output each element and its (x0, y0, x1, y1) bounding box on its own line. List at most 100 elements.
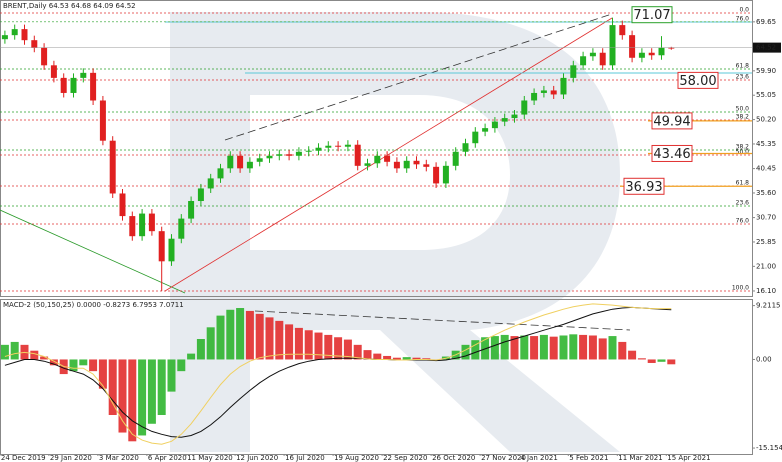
candle-body (237, 155, 244, 169)
candle-body (325, 145, 332, 148)
candle-body (31, 40, 38, 48)
fib-label: 50.0 (736, 106, 750, 113)
x-tick-label: 29 Jan 2020 (50, 454, 92, 462)
last-price-box (753, 42, 781, 53)
candle-body (286, 154, 293, 156)
macd-bar (177, 359, 186, 372)
candle-body (344, 144, 351, 147)
main-frame (0, 0, 753, 297)
candle-body (158, 231, 165, 262)
macd-bar (285, 324, 294, 360)
macd-bar (89, 359, 98, 372)
macd-bar (579, 334, 588, 360)
macd-frame (0, 299, 753, 455)
candle-body (80, 72, 87, 78)
macd-bar (461, 344, 470, 360)
candle-body (295, 151, 302, 156)
x-tick-label: 22 Sep 2020 (383, 454, 427, 462)
candle-body (423, 164, 430, 167)
candle-body (364, 163, 371, 166)
candle-body (442, 165, 449, 184)
macd-bar (294, 327, 303, 360)
target-label: 71.07 (633, 8, 670, 23)
macd-bar (422, 358, 431, 360)
macd-bar (637, 358, 646, 360)
macd-bar (30, 350, 39, 360)
target-label: 36.93 (625, 180, 662, 195)
candle-body (482, 128, 489, 132)
target-label: 43.46 (653, 147, 690, 162)
macd-bar (539, 334, 548, 360)
macd-bar (147, 359, 156, 424)
macd-bar (236, 308, 245, 360)
candle-body (570, 65, 577, 78)
macd-bar (187, 353, 196, 360)
macd-bar (216, 315, 225, 360)
macd-bar (598, 338, 607, 360)
macd-bar (588, 335, 597, 360)
x-tick-label: 4 Jan 2021 (520, 454, 558, 462)
candle-body (433, 166, 440, 184)
x-tick-label: 19 Aug 2020 (334, 454, 379, 462)
macd-bar (481, 337, 490, 360)
candle-body (119, 193, 126, 217)
macd-bar (383, 355, 392, 360)
trend-line (0, 209, 186, 294)
candle-body (90, 72, 97, 101)
fib-label: 50.0 (736, 149, 750, 156)
last-price-label: 64.52 (756, 44, 776, 52)
macd-bar (353, 344, 362, 360)
macd-bar (49, 359, 58, 366)
x-tick-label: 15 Apr 2021 (667, 454, 710, 462)
candle-body (648, 52, 655, 56)
candle-body (168, 238, 175, 262)
macd-bar (343, 339, 352, 360)
fib-label: 23.6 (736, 73, 750, 80)
macd-bar (500, 334, 509, 360)
candle-body (139, 213, 146, 237)
macd-bar (559, 335, 568, 360)
y-tick-label: 30.70 (756, 214, 776, 222)
macd-bar (265, 317, 274, 360)
macd-bar (471, 340, 480, 360)
candle-body (1, 35, 8, 40)
candle-body (491, 121, 498, 129)
candle-body (217, 168, 224, 179)
candle-body (472, 131, 479, 144)
trend-line (164, 17, 613, 292)
candle-body (462, 143, 469, 152)
candle-body (413, 160, 420, 165)
candle-body (188, 201, 195, 219)
y-tick-label: 69.65 (756, 18, 776, 26)
candle-body (178, 218, 185, 239)
macd-bar (628, 350, 637, 360)
x-tick-label: 5 Feb 2021 (569, 454, 608, 462)
candle-body (619, 25, 626, 36)
macd-bar (69, 359, 78, 372)
macd-bar (226, 309, 235, 360)
macd-bar (549, 336, 558, 360)
macd-bar (363, 350, 372, 360)
candle-body (609, 25, 616, 66)
candle-body (315, 147, 322, 151)
fib-label: 38.2 (736, 143, 750, 150)
candle-body (658, 47, 665, 56)
candle-body (638, 52, 645, 58)
candle-body (266, 155, 273, 159)
trend-line (224, 13, 613, 141)
fib-label: 76.0 (736, 217, 750, 224)
x-tick-label: 12 Jun 2020 (236, 454, 278, 462)
x-tick-label: 11 May 2020 (187, 454, 233, 462)
y-tick-label: 50.20 (756, 116, 776, 124)
fib-label: 61.8 (736, 62, 750, 69)
macd-bar (138, 359, 147, 436)
macd-bar (10, 341, 19, 360)
candle-body (374, 155, 381, 164)
x-tick-label: 26 Oct 2020 (432, 454, 475, 462)
candle-body (41, 47, 48, 66)
macd-bar (647, 359, 656, 363)
x-tick-label: 6 Apr 2020 (148, 454, 187, 462)
y-tick-label: 0.00 (756, 355, 772, 363)
candle-body (276, 154, 283, 156)
